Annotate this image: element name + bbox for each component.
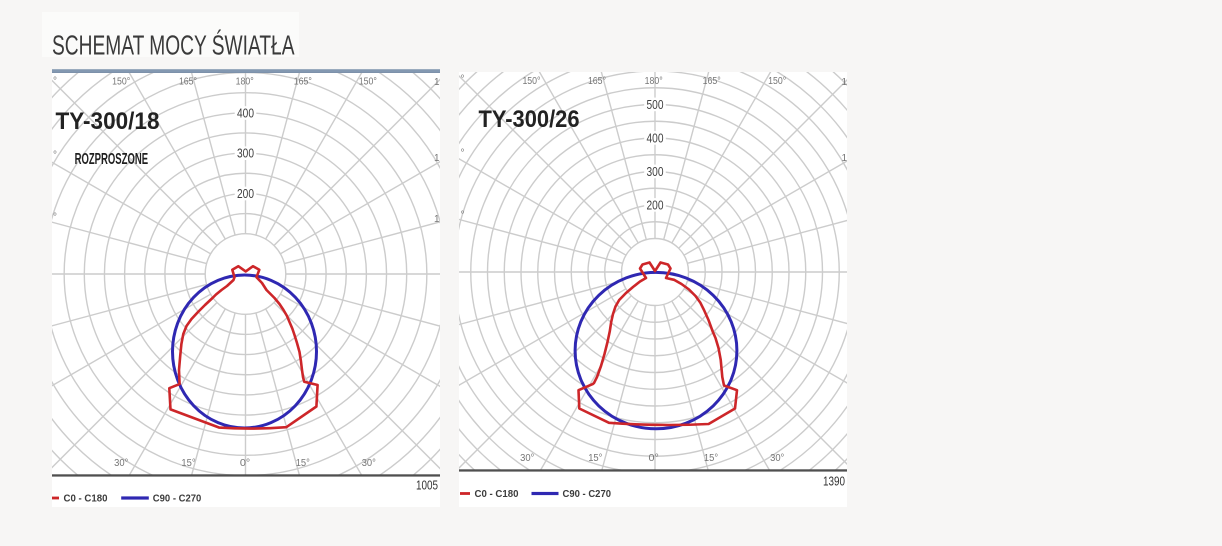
svg-text:150°: 150°: [768, 76, 786, 87]
svg-text:300: 300: [647, 165, 664, 179]
svg-text:15°: 15°: [181, 458, 195, 469]
svg-text:15°: 15°: [296, 458, 310, 469]
svg-text:C90 - C270: C90 - C270: [563, 489, 612, 500]
svg-text:150°: 150°: [522, 76, 540, 87]
svg-text:30°: 30°: [520, 453, 534, 464]
svg-text:165°: 165°: [703, 76, 721, 87]
svg-text:°: °: [53, 212, 57, 223]
svg-text:15°: 15°: [704, 453, 718, 464]
svg-text:°: °: [53, 150, 57, 161]
svg-text:1005: 1005: [416, 478, 438, 493]
svg-text:200: 200: [647, 198, 664, 212]
svg-text:1: 1: [434, 77, 440, 88]
svg-text:30°: 30°: [362, 458, 376, 469]
svg-text:1: 1: [434, 153, 440, 164]
svg-text:0°: 0°: [649, 453, 659, 464]
svg-text:1: 1: [841, 153, 847, 164]
svg-text:200: 200: [237, 187, 254, 201]
svg-text:15°: 15°: [588, 453, 602, 464]
svg-text:ROZPROSZONE: ROZPROSZONE: [75, 151, 149, 168]
svg-text:400: 400: [237, 107, 254, 121]
svg-text:TY-300/18: TY-300/18: [56, 108, 160, 135]
svg-text:500: 500: [647, 98, 664, 112]
svg-text:1390: 1390: [823, 474, 845, 489]
svg-text:400: 400: [647, 131, 664, 145]
svg-text:°: °: [53, 76, 57, 87]
svg-text:150°: 150°: [112, 77, 130, 88]
svg-text:30°: 30°: [114, 458, 128, 469]
svg-text:165°: 165°: [294, 77, 312, 88]
svg-text:C90 - C270: C90 - C270: [153, 494, 202, 505]
svg-text:°: °: [461, 210, 465, 221]
svg-text:165°: 165°: [588, 76, 606, 87]
svg-text:300: 300: [237, 147, 254, 161]
svg-text:150°: 150°: [359, 77, 377, 88]
svg-text:1: 1: [841, 77, 847, 88]
svg-text:30°: 30°: [770, 453, 784, 464]
svg-text:C0 - C180: C0 - C180: [64, 494, 108, 505]
svg-text:180°: 180°: [236, 77, 254, 88]
svg-text:TY-300/26: TY-300/26: [479, 106, 580, 133]
svg-text:C0 - C180: C0 - C180: [475, 489, 519, 500]
svg-text:°: °: [461, 74, 465, 85]
svg-text:SCHEMAT MOCY ŚWIATŁA: SCHEMAT MOCY ŚWIATŁA: [52, 29, 295, 61]
svg-text:°: °: [461, 148, 465, 159]
svg-text:180°: 180°: [645, 76, 663, 87]
svg-text:1: 1: [434, 214, 440, 225]
svg-text:0°: 0°: [240, 458, 250, 469]
svg-text:165°: 165°: [179, 77, 197, 88]
